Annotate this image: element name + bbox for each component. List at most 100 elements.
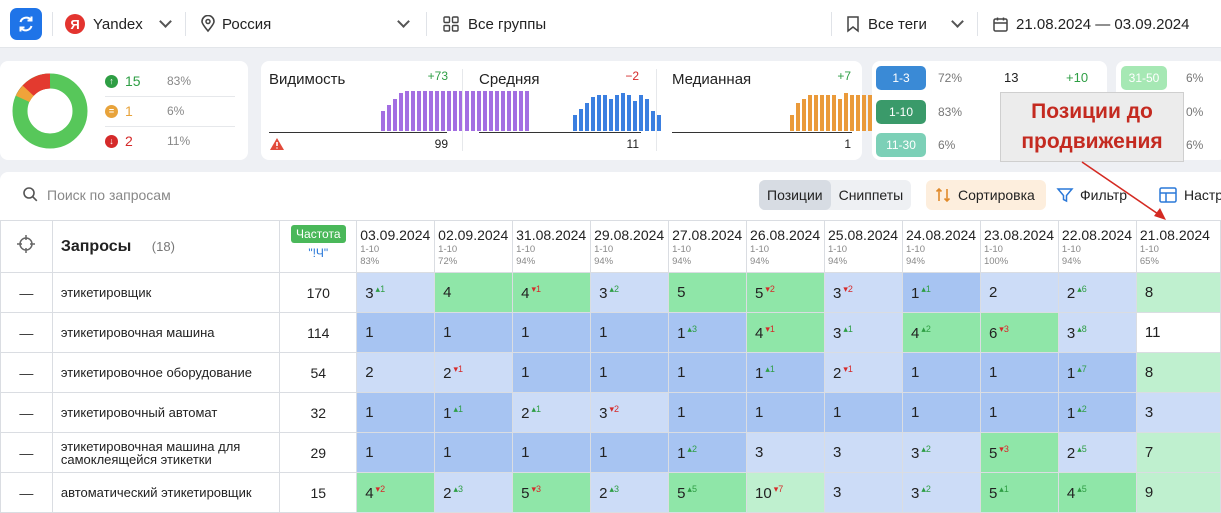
position-cell[interactable]: 1 [590,352,670,393]
engine-select[interactable]: Я Yandex [65,0,172,48]
position-cell[interactable]: 5▾-33 [979,432,1059,473]
position-cell[interactable]: 1 [434,312,514,353]
row-collapse-toggle[interactable]: — [0,432,53,473]
position-cell[interactable]: 1▴+11 [746,352,826,393]
date-column-header[interactable]: 27.08.2024 1-10 94% [668,220,748,273]
date-column-header[interactable]: 02.09.2024 1-10 72% [434,220,514,273]
position-cell[interactable]: 2▴+11 [512,392,592,433]
position-cell[interactable]: 1 [746,392,826,433]
date-column-header[interactable]: 31.08.2024 1-10 94% [512,220,592,273]
position-cell[interactable]: 3▾-22 [824,272,903,313]
pos-range-1-3[interactable]: 1-3 [876,66,926,90]
position-cell[interactable]: 4▾-22 [356,472,436,513]
position-cell[interactable]: 4▴+55 [1057,472,1137,513]
position-cell[interactable]: 3 [1135,392,1221,433]
position-cell[interactable]: 1 [512,432,592,473]
position-cell[interactable]: 1 [901,392,981,433]
row-collapse-toggle[interactable]: — [0,352,53,393]
position-cell[interactable]: 1 [512,312,592,353]
target-column-header[interactable] [0,220,53,273]
sort-button[interactable]: Сортировка [926,180,1046,210]
position-cell[interactable]: 1 [668,352,748,393]
position-cell[interactable]: 2▴+33 [590,472,670,513]
date-column-header[interactable]: 22.08.2024 1-10 94% [1057,220,1137,273]
pos-range-1-10[interactable]: 1-10 [876,100,926,124]
position-cell[interactable]: 2▾-11 [824,352,903,393]
queries-column-header[interactable]: Запросы (18) [51,220,281,273]
settings-button[interactable]: Настр [1158,180,1221,210]
position-cell[interactable]: 1 [590,432,670,473]
table-row[interactable]: —автоматический этикетировщик154▾-222▴+3… [0,472,1221,513]
refresh-app-button[interactable] [10,8,42,40]
row-collapse-toggle[interactable]: — [0,472,53,513]
position-cell[interactable]: 1 [901,352,981,393]
tab-snippets[interactable]: Сниппеты [838,187,904,203]
position-cell[interactable]: 1▴+22 [1057,392,1137,433]
groups-select[interactable]: Все группы [442,0,546,48]
position-cell[interactable]: 11 [1135,312,1221,353]
position-cell[interactable]: 3▴+11 [824,312,903,353]
position-cell[interactable]: 2 [356,352,436,393]
position-cell[interactable]: 1 [979,392,1059,433]
position-cell[interactable]: 5▾-22 [746,272,826,313]
position-cell[interactable]: 4 [434,272,514,313]
table-row[interactable]: —этикетировочное оборудование5422▾-11111… [0,352,1221,393]
position-cell[interactable]: 3 [824,472,903,513]
table-row[interactable]: —этикетировочный автомат3211▴+112▴+113▾-… [0,392,1221,433]
position-cell[interactable]: 5 [668,272,748,313]
position-cell[interactable]: 3▴+22 [901,472,981,513]
position-cell[interactable]: 7 [1135,432,1221,473]
filter-button[interactable]: Фильтр [1056,180,1127,210]
metric-median[interactable]: Медианная +7 1 [664,61,914,157]
search-input[interactable]: Поиск по запросам [22,186,171,203]
row-collapse-toggle[interactable]: — [0,312,53,353]
table-row[interactable]: —этикетировщик1703▴+1144▾-113▴+2255▾-223… [0,272,1221,313]
position-cell[interactable]: 3 [746,432,826,473]
position-cell[interactable]: 5▾-33 [512,472,592,513]
date-column-header[interactable]: 23.08.2024 1-10 100% [979,220,1059,273]
position-cell[interactable]: 5▴+11 [979,472,1059,513]
position-cell[interactable]: 1▴+11 [434,392,514,433]
position-cell[interactable]: 8 [1135,272,1221,313]
position-cell[interactable]: 1▴+22 [668,432,748,473]
position-cell[interactable]: 1▴+33 [668,312,748,353]
position-cell[interactable]: 4▴+22 [901,312,981,353]
position-cell[interactable]: 3▴+11 [356,272,436,313]
row-collapse-toggle[interactable]: — [0,392,53,433]
position-cell[interactable]: 1 [979,352,1059,393]
position-cell[interactable]: 2▾-11 [434,352,514,393]
region-select[interactable]: Россия [200,0,412,48]
position-cell[interactable]: 1▴+77 [1057,352,1137,393]
position-cell[interactable]: 4▾-11 [746,312,826,353]
position-cell[interactable]: 3▴+22 [901,432,981,473]
position-cell[interactable]: 2▴+55 [1057,432,1137,473]
position-cell[interactable]: 2▴+33 [434,472,514,513]
position-cell[interactable]: 3▾-22 [590,392,670,433]
date-column-header[interactable]: 03.09.2024 1-10 83% [356,220,436,273]
date-range-picker[interactable]: 21.08.2024 — 03.09.2024 [992,0,1189,48]
position-cell[interactable]: 1 [356,312,436,353]
position-cell[interactable]: 1 [356,392,436,433]
position-cell[interactable]: 8 [1135,352,1221,393]
position-cell[interactable]: 1 [434,432,514,473]
table-row[interactable]: — этикетировочная машина для самоклеящейс… [0,432,1221,473]
table-row[interactable]: —этикетировочная машина11411111▴+334▾-11… [0,312,1221,353]
position-cell[interactable]: 1▴+11 [901,272,981,313]
position-cell[interactable]: 1 [590,312,670,353]
position-cell[interactable]: 1 [668,392,748,433]
pos-range-11-30[interactable]: 11-30 [876,133,926,157]
position-cell[interactable]: 1 [356,432,436,473]
position-cell[interactable]: 3▴+88 [1057,312,1137,353]
row-collapse-toggle[interactable]: — [0,272,53,313]
position-cell[interactable]: 5▴+55 [668,472,748,513]
date-column-header[interactable]: 21.08.2024 1-10 65% [1135,220,1221,273]
tab-positions[interactable]: Позиции [759,180,831,210]
date-column-header[interactable]: 29.08.2024 1-10 94% [590,220,670,273]
frequency-column-header[interactable]: Частота "!Ч" [279,220,358,273]
position-cell[interactable]: 1 [824,392,903,433]
date-column-header[interactable]: 25.08.2024 1-10 94% [824,220,903,273]
position-cell[interactable]: 6▾-33 [979,312,1059,353]
date-column-header[interactable]: 26.08.2024 1-10 94% [746,220,826,273]
date-column-header[interactable]: 24.08.2024 1-10 94% [901,220,981,273]
metric-average[interactable]: Средняя −2 11 [471,61,661,157]
